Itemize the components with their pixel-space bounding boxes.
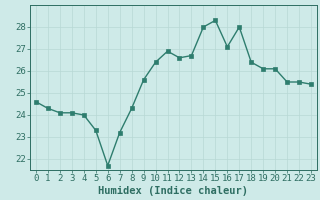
X-axis label: Humidex (Indice chaleur): Humidex (Indice chaleur): [99, 186, 249, 196]
